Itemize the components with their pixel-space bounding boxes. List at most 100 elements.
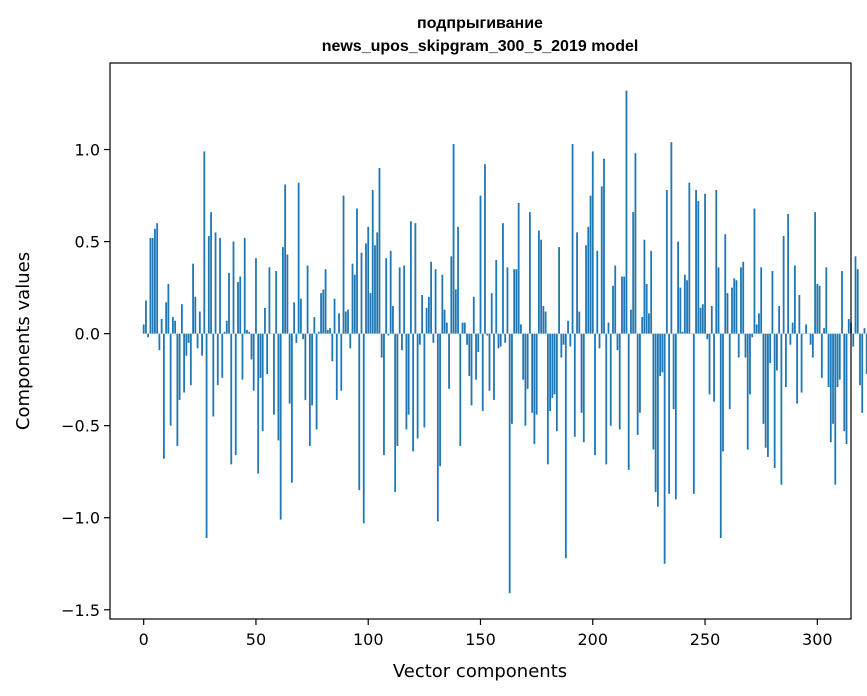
bar xyxy=(463,322,466,334)
bar xyxy=(600,186,603,334)
bar xyxy=(793,265,796,334)
bar xyxy=(403,265,406,334)
bar xyxy=(484,164,486,334)
bar xyxy=(529,212,531,334)
bar xyxy=(701,304,704,334)
ticks-group: 0 50 100 150 200 250 300 −1.5 −1.0 −0.5 0.0 0.5 1.0 xyxy=(61,141,832,649)
bar xyxy=(158,333,161,351)
bar xyxy=(389,250,392,334)
bar xyxy=(356,208,358,334)
bar xyxy=(776,333,778,371)
bar xyxy=(522,333,525,380)
bar xyxy=(225,320,228,334)
bar xyxy=(142,324,145,334)
bar xyxy=(832,333,834,424)
x-tick-label: 300 xyxy=(802,630,833,649)
bar xyxy=(688,182,691,334)
bar xyxy=(421,294,424,334)
bar xyxy=(549,333,552,411)
bar xyxy=(335,333,338,400)
bar xyxy=(580,333,583,413)
bar xyxy=(511,333,513,424)
bar xyxy=(376,232,379,334)
bar xyxy=(625,90,628,334)
bar xyxy=(322,289,325,334)
bar xyxy=(865,333,867,375)
bar xyxy=(387,333,390,336)
bar xyxy=(409,221,412,334)
bar xyxy=(156,223,159,334)
bar xyxy=(668,333,671,494)
bar xyxy=(755,324,758,334)
bar xyxy=(576,232,578,334)
bar xyxy=(488,333,491,391)
bar xyxy=(829,333,832,443)
bar xyxy=(648,313,650,334)
bar xyxy=(304,333,307,400)
bar xyxy=(753,208,756,334)
bar xyxy=(223,331,226,334)
bar xyxy=(192,263,194,334)
bar xyxy=(250,333,253,360)
bar xyxy=(616,333,619,351)
bar xyxy=(443,309,446,334)
bar xyxy=(385,258,388,334)
bar xyxy=(546,333,549,465)
x-axis-label: Vector components xyxy=(393,661,567,682)
bar xyxy=(259,333,262,378)
bar xyxy=(441,274,444,334)
bar xyxy=(567,320,569,334)
bar xyxy=(645,283,648,334)
bar xyxy=(661,333,664,373)
bar xyxy=(632,212,635,334)
bar xyxy=(380,333,383,358)
bar xyxy=(681,331,684,334)
bar xyxy=(481,333,484,411)
bar xyxy=(434,269,437,334)
bar xyxy=(167,283,170,334)
bar xyxy=(771,271,774,334)
bar xyxy=(432,333,435,343)
bar xyxy=(780,333,783,485)
bar xyxy=(171,317,174,334)
bar xyxy=(641,317,644,334)
x-tick-label: 150 xyxy=(465,630,496,649)
bar xyxy=(636,333,639,435)
bar xyxy=(571,144,574,334)
x-tick-label: 200 xyxy=(577,630,608,649)
bar xyxy=(686,280,688,334)
bar xyxy=(423,333,426,428)
bar xyxy=(699,307,702,334)
bar xyxy=(654,333,657,492)
bar xyxy=(445,322,448,334)
bar xyxy=(603,158,605,334)
bar xyxy=(439,333,441,467)
bar xyxy=(282,247,284,334)
bar xyxy=(311,333,313,406)
bar xyxy=(331,333,334,362)
bar xyxy=(468,333,471,376)
bar xyxy=(151,237,154,334)
bar xyxy=(145,300,147,334)
bar xyxy=(789,333,792,345)
bar xyxy=(183,333,185,393)
bar xyxy=(515,269,518,334)
bar xyxy=(470,333,473,406)
x-tick-label: 250 xyxy=(690,630,721,649)
bar xyxy=(713,333,715,402)
bar xyxy=(679,287,682,334)
bar xyxy=(591,151,594,334)
x-tick-label: 100 xyxy=(353,630,384,649)
bar xyxy=(634,153,637,334)
bar xyxy=(724,234,727,334)
bar xyxy=(187,333,190,343)
bar xyxy=(553,333,556,395)
bar xyxy=(623,276,626,334)
bar xyxy=(194,296,197,334)
bar xyxy=(360,252,363,334)
bar xyxy=(472,296,475,334)
bar xyxy=(656,333,659,507)
bar xyxy=(288,333,291,404)
bar xyxy=(598,333,601,349)
bar xyxy=(490,293,493,334)
